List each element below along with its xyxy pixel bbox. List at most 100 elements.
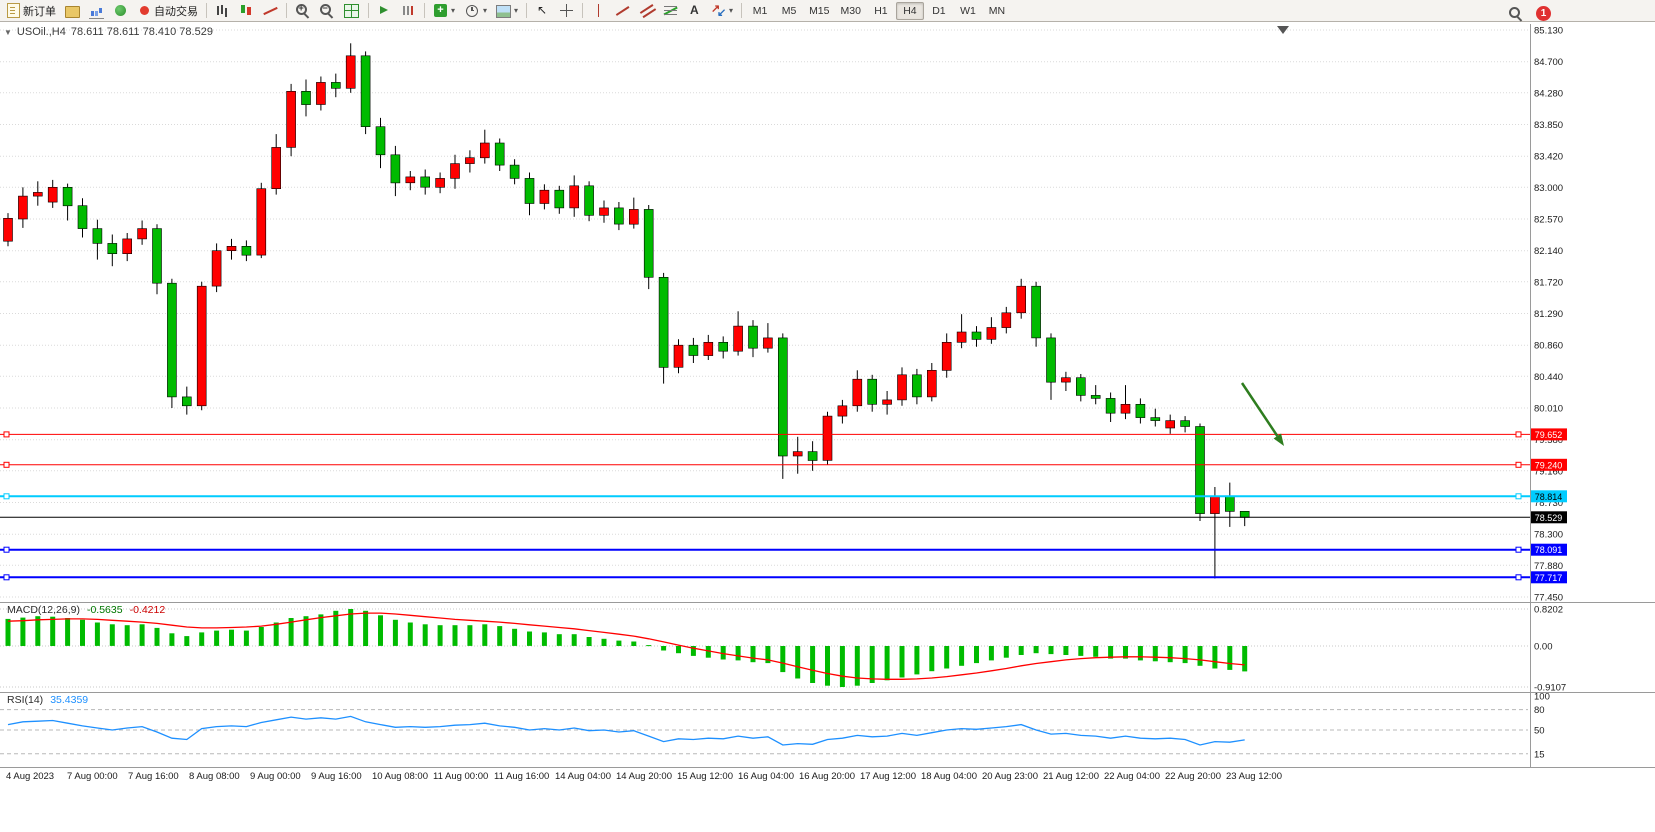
arrows-button[interactable]: ▾ — [707, 1, 737, 21]
svg-text:77.880: 77.880 — [1534, 561, 1563, 572]
price-axis[interactable]: 85.130 84.700 84.280 83.850 83.420 83.000 82.5… — [1534, 26, 1563, 604]
chart-shift-marker[interactable] — [1277, 26, 1289, 34]
timeframe-m30[interactable]: M30 — [840, 4, 861, 17]
community-button[interactable] — [109, 1, 132, 21]
trend-arrow-annotation[interactable] — [1240, 382, 1284, 446]
trendline-icon — [615, 3, 630, 18]
toolbar-separator — [424, 3, 425, 18]
hline-78.091[interactable]: 78.091 — [0, 543, 1567, 556]
one-click-trading-toggle[interactable]: ▼ — [4, 27, 12, 37]
candlestick-chart-button[interactable] — [235, 1, 258, 21]
linechart-icon — [263, 3, 278, 18]
rsi-axis[interactable]: 100 80 50 15 — [1534, 692, 1550, 761]
auto-scroll-button[interactable] — [373, 1, 396, 21]
tile-windows-button[interactable] — [339, 1, 364, 21]
panel-borders — [0, 24, 1655, 768]
svg-text:18 Aug 04:00: 18 Aug 04:00 — [921, 771, 977, 782]
new-chart-icon: + — [434, 4, 447, 17]
symbol-info: ▼ USOil.,H4 78.611 78.611 78.410 78.529 — [4, 26, 213, 38]
new-chart-button[interactable]: + ▾ — [429, 1, 459, 21]
time-axis[interactable]: 4 Aug 2023 7 Aug 00:00 7 Aug 16:00 8 Aug 08… — [6, 771, 1282, 782]
chevron-down-icon: ▾ — [451, 6, 456, 15]
svg-text:14 Aug 20:00: 14 Aug 20:00 — [616, 771, 672, 782]
channel-button[interactable] — [635, 1, 658, 21]
periods-button[interactable]: ▾ — [460, 1, 491, 21]
svg-text:79.240: 79.240 — [1535, 460, 1563, 470]
macd-axis[interactable]: 0.8202 0.00 -0.9107 — [1534, 605, 1566, 694]
svg-text:78.730: 78.730 — [1534, 498, 1563, 509]
notification-badge[interactable]: 1 — [1536, 5, 1551, 21]
folder-icon — [65, 5, 80, 18]
hline-79.240[interactable]: 79.240 — [0, 458, 1567, 471]
macd-label: MACD(12,26,9) -0.5635 -0.4212 — [7, 604, 165, 616]
rsi-name: RSI(14) — [7, 694, 44, 706]
svg-text:22 Aug 04:00: 22 Aug 04:00 — [1104, 771, 1160, 782]
hline-78.529[interactable]: 78.529 — [0, 511, 1567, 524]
market-watch-button[interactable] — [85, 1, 108, 21]
macd-signal-line — [7, 612, 1245, 680]
charts-profile-button[interactable] — [61, 1, 84, 21]
price-gridlines — [0, 29, 1528, 598]
templates-button[interactable]: ▾ — [492, 1, 522, 21]
zoom-out-button[interactable]: − — [315, 1, 338, 21]
svg-text:79.160: 79.160 — [1534, 466, 1563, 477]
svg-text:9 Aug 16:00: 9 Aug 16:00 — [311, 771, 362, 782]
search-button[interactable] — [1504, 3, 1527, 23]
toolbar-separator — [741, 3, 743, 18]
rsi-line — [7, 715, 1245, 746]
trendline-button[interactable] — [611, 1, 634, 21]
cursor-button[interactable] — [531, 1, 554, 21]
macd-gridlines — [0, 608, 1528, 688]
timeframe-h4[interactable]: H4 — [895, 1, 924, 20]
bars-icon — [215, 3, 230, 18]
crosshair-button[interactable] — [555, 1, 578, 21]
vline-icon — [591, 3, 606, 18]
svg-text:83.420: 83.420 — [1534, 152, 1563, 163]
svg-text:78.091: 78.091 — [1535, 545, 1563, 555]
crosshair-icon — [559, 3, 574, 18]
order-icon — [7, 3, 20, 18]
svg-text:80.440: 80.440 — [1534, 372, 1563, 383]
hline-78.814[interactable]: 78.814 — [0, 490, 1567, 503]
zoom-in-button[interactable]: + — [291, 1, 314, 21]
chart-shift-button[interactable] — [397, 1, 420, 21]
svg-text:7 Aug 16:00: 7 Aug 16:00 — [128, 771, 179, 782]
autotrade-icon — [140, 6, 149, 15]
arrows-icon — [711, 2, 726, 19]
timeframe-w1[interactable]: W1 — [960, 4, 976, 17]
svg-text:7 Aug 00:00: 7 Aug 00:00 — [67, 771, 118, 782]
svg-text:15 Aug 12:00: 15 Aug 12:00 — [677, 771, 733, 782]
chevron-down-icon: ▾ — [729, 6, 734, 15]
svg-text:50: 50 — [1534, 726, 1545, 737]
hline-77.717[interactable]: 77.717 — [0, 571, 1567, 584]
timeframe-m15[interactable]: M15 — [809, 4, 830, 17]
macd-histogram — [5, 609, 1248, 687]
svg-text:78.529: 78.529 — [1535, 513, 1563, 523]
auto-trading-button-label: 自动交易 — [154, 5, 198, 18]
svg-text:22 Aug 20:00: 22 Aug 20:00 — [1165, 771, 1221, 782]
chevron-down-icon: ▾ — [483, 6, 488, 15]
timeframe-m5[interactable]: M5 — [781, 4, 797, 17]
text-button[interactable] — [683, 1, 706, 21]
template-icon — [496, 5, 512, 18]
svg-text:78.814: 78.814 — [1535, 492, 1563, 502]
bar-chart-button[interactable] — [211, 1, 234, 21]
svg-text:82.140: 82.140 — [1534, 246, 1563, 257]
vertical-line-button[interactable] — [587, 1, 610, 21]
new-order-button[interactable]: 新订单 — [2, 1, 60, 21]
chevron-down-icon: ▾ — [514, 6, 519, 15]
svg-text:79.652: 79.652 — [1535, 430, 1563, 440]
timeframe-d1[interactable]: D1 — [932, 4, 946, 17]
timeframe-mn[interactable]: MN — [988, 4, 1006, 17]
fibonacci-button[interactable] — [659, 1, 682, 21]
search-icon — [1508, 6, 1523, 21]
auto-trading-button[interactable]: 自动交易 — [133, 1, 202, 21]
text-icon — [687, 3, 702, 18]
line-chart-button[interactable] — [259, 1, 282, 21]
timeframe-m1[interactable]: M1 — [752, 4, 768, 17]
timeframe-h1[interactable]: H1 — [874, 4, 888, 17]
macd-signal-value: -0.4212 — [129, 604, 166, 616]
svg-text:8 Aug 08:00: 8 Aug 08:00 — [189, 771, 240, 782]
